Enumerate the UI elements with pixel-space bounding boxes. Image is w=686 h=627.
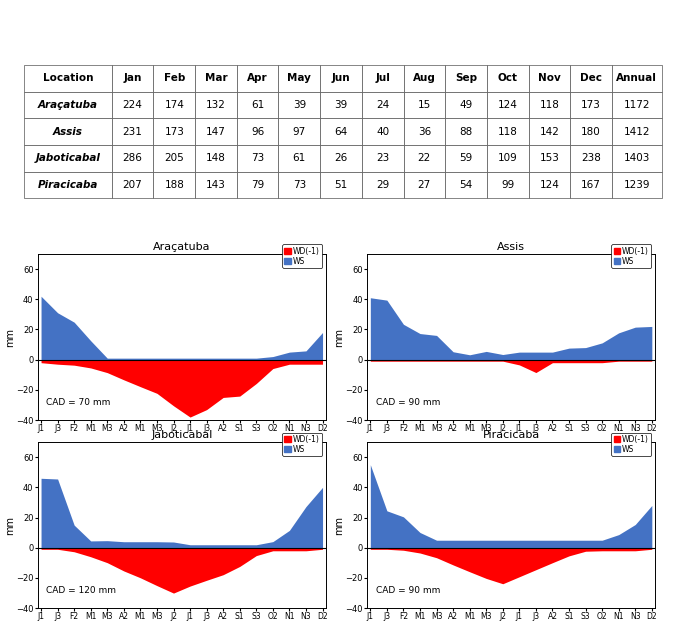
Legend: WD(-1), WS: WD(-1), WS xyxy=(611,245,651,268)
Y-axis label: mm: mm xyxy=(5,515,14,535)
Y-axis label: mm: mm xyxy=(334,327,344,347)
Title: Piracicaba: Piracicaba xyxy=(482,430,540,440)
Legend: WD(-1), WS: WD(-1), WS xyxy=(282,433,322,456)
Text: CAD = 70 mm: CAD = 70 mm xyxy=(47,398,110,407)
Title: Assis: Assis xyxy=(497,242,525,252)
Text: CAD = 90 mm: CAD = 90 mm xyxy=(376,398,440,407)
Y-axis label: mm: mm xyxy=(5,327,14,347)
Title: Jaboticabal: Jaboticabal xyxy=(151,430,213,440)
Text: CAD = 120 mm: CAD = 120 mm xyxy=(47,586,117,595)
Legend: WD(-1), WS: WD(-1), WS xyxy=(282,245,322,268)
Title: Araçatuba: Araçatuba xyxy=(153,242,211,252)
Legend: WD(-1), WS: WD(-1), WS xyxy=(611,433,651,456)
Text: CAD = 90 mm: CAD = 90 mm xyxy=(376,586,440,595)
Y-axis label: mm: mm xyxy=(334,515,344,535)
